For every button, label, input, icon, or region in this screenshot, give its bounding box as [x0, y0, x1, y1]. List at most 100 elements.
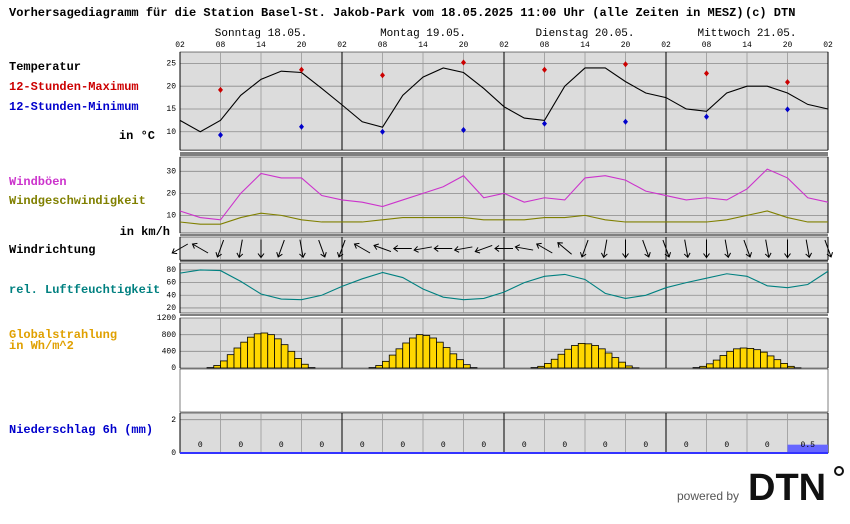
y-tick-label: 2 [171, 416, 176, 425]
marker [299, 123, 304, 130]
value-label: 0 [522, 441, 527, 450]
line [179, 269, 829, 301]
bar [598, 348, 606, 369]
wind-arrow [514, 244, 534, 251]
arrow-shape [392, 245, 412, 252]
bar [213, 365, 221, 369]
bar [247, 336, 255, 369]
gap-frame [179, 368, 829, 413]
arrow-shape [215, 239, 225, 258]
value-label: 0 [684, 441, 689, 450]
logo-dot [834, 466, 844, 476]
logo: DTN [748, 467, 826, 509]
bar [699, 365, 707, 369]
bar [787, 365, 795, 369]
y-tick-label: 40 [166, 291, 176, 300]
bar [274, 338, 282, 369]
wind-arrow [703, 239, 710, 259]
wind-arrow [764, 239, 772, 259]
bar [382, 360, 390, 369]
marker [542, 66, 547, 73]
arrow-shape [535, 242, 553, 254]
x-tick-label: 08 [540, 41, 550, 50]
x-tick-label: 02 [661, 41, 671, 50]
bar [787, 444, 828, 453]
bar [726, 350, 734, 369]
wind-arrow [373, 243, 392, 253]
y-tick-label: 20 [166, 189, 176, 198]
bar [429, 337, 437, 369]
bar [260, 332, 269, 369]
wind-arrow [724, 239, 732, 259]
arrow-shape [642, 239, 651, 258]
legend-label: rel. Luftfeuchtigkeit [9, 283, 160, 297]
marker [704, 113, 709, 120]
y-tick-label: 0 [171, 449, 176, 458]
bar [604, 352, 613, 369]
value-label: 0 [765, 441, 770, 450]
bar [550, 358, 559, 369]
wind-arrow [413, 246, 432, 253]
bar [294, 358, 302, 369]
y-tick-label: 30 [166, 167, 176, 176]
bar [611, 357, 620, 369]
arrow-shape [474, 244, 493, 254]
arrow-shape [171, 243, 189, 255]
arrow-shape [724, 239, 732, 259]
value-label: 0 [441, 441, 446, 450]
value-label: 0 [481, 441, 486, 450]
bar [584, 343, 593, 369]
bar [267, 334, 275, 369]
bar [591, 345, 599, 369]
marker [623, 118, 628, 125]
legend-label: Windböen [9, 175, 67, 189]
bar [240, 341, 248, 369]
y-tick-label: 20 [166, 304, 176, 313]
wind-arrow [662, 239, 672, 258]
wind-arrow [215, 239, 225, 258]
arrow-shape [413, 246, 432, 253]
bar [719, 355, 728, 369]
value-label: 0 [603, 441, 608, 450]
bar [746, 348, 755, 369]
wind-arrow [236, 239, 244, 259]
day-label: Sonntag 18.05. [215, 28, 307, 40]
y-tick-label: 80 [166, 266, 176, 275]
bar [625, 365, 633, 369]
wind-arrow [535, 242, 553, 254]
wind-arrow [353, 242, 371, 254]
bar [618, 361, 626, 369]
bar [287, 350, 296, 369]
y-tick-label: 0 [171, 364, 176, 373]
x-tick-label: 08 [702, 41, 712, 50]
bar [739, 347, 748, 369]
x-tick-label: 20 [297, 41, 307, 50]
page-title: Vorhersagediagramm für die Station Basel… [9, 6, 744, 20]
x-tick-label: 02 [175, 41, 185, 50]
bar [706, 363, 714, 369]
bar [456, 359, 464, 369]
marker [299, 66, 304, 73]
value-label: 0 [279, 441, 284, 450]
marker [623, 61, 628, 68]
line [179, 67, 829, 133]
arrow-shape [824, 239, 834, 258]
bar [226, 354, 235, 369]
marker [461, 126, 466, 133]
wind-arrow [642, 239, 651, 258]
marker [785, 79, 790, 86]
bar [301, 363, 309, 369]
arrow-shape [600, 239, 608, 259]
wind-arrow [784, 239, 791, 259]
arrow-shape [433, 245, 453, 252]
bar [449, 353, 458, 369]
legend-label: 12-Stunden-Maximum [9, 80, 139, 94]
bar [415, 334, 424, 369]
day-label: Montag 19.05. [380, 28, 466, 40]
wind-arrow [683, 239, 691, 259]
x-tick-label: 14 [418, 41, 428, 50]
bar [388, 354, 397, 369]
arrow-shape [353, 242, 371, 254]
arrow-shape [784, 239, 791, 259]
value-label: 0 [400, 441, 405, 450]
